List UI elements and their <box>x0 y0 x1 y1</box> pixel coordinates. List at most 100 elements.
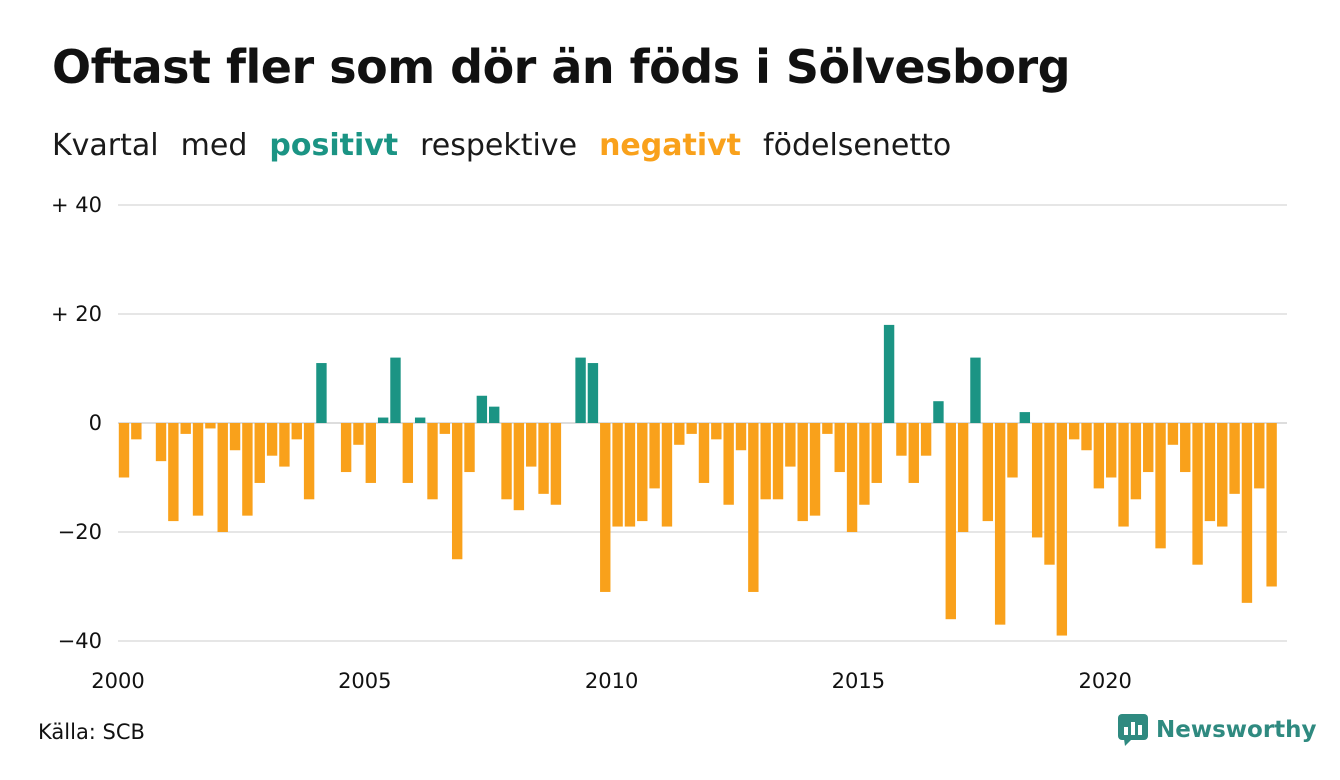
bar-31 <box>501 423 512 500</box>
bar-25 <box>427 423 438 500</box>
bar-66 <box>933 401 944 423</box>
bar-21 <box>377 417 389 423</box>
bar-38 <box>587 363 599 423</box>
bar-34 <box>538 423 549 494</box>
bar-23 <box>402 423 414 483</box>
bar-74 <box>1031 423 1043 538</box>
y-tick-label-1: + 20 <box>51 302 102 326</box>
bar-26 <box>439 423 451 434</box>
bar-68 <box>957 423 969 532</box>
bar-30 <box>489 406 500 423</box>
bar-11 <box>254 423 265 483</box>
bar-64 <box>908 423 919 483</box>
bar-81 <box>1118 423 1129 527</box>
bar-13 <box>279 423 290 467</box>
bar-86 <box>1180 423 1191 473</box>
bar-16 <box>316 363 327 423</box>
bar-82 <box>1130 423 1142 500</box>
bar-67 <box>945 423 956 620</box>
bar-12 <box>266 423 278 456</box>
bar-57 <box>822 423 833 434</box>
x-tick-label-1: 2005 <box>338 669 391 693</box>
bar-76 <box>1056 423 1068 636</box>
bar-61 <box>871 423 882 483</box>
bar-52 <box>760 423 771 500</box>
bar-80 <box>1106 423 1117 478</box>
y-tick-label-4: −40 <box>58 629 102 653</box>
bar-49 <box>723 423 734 505</box>
subtitle-word-kvartal: Kvartal <box>52 128 159 163</box>
bar-91 <box>1241 423 1253 603</box>
bar-40 <box>612 423 623 527</box>
x-tick-label-0: 2000 <box>91 669 144 693</box>
bar-56 <box>809 423 821 516</box>
subtitle-word-med: med <box>180 128 248 163</box>
bar-93 <box>1266 423 1277 587</box>
bar-27 <box>451 423 463 560</box>
bar-83 <box>1143 423 1154 473</box>
bar-22 <box>390 357 401 423</box>
bar-73 <box>1019 412 1031 423</box>
bar-15 <box>303 423 315 500</box>
chart-subtitle: Kvartal med positivt respektive negativt föde… <box>52 128 973 163</box>
bar-89 <box>1217 423 1228 527</box>
subtitle-positive-label: positivt <box>269 128 399 163</box>
bar-55 <box>797 423 808 522</box>
bar-46 <box>686 423 697 434</box>
bar-92 <box>1254 423 1265 489</box>
bar-44 <box>661 423 673 527</box>
subtitle-negative-label: negativt <box>599 128 742 163</box>
bar-28 <box>464 423 475 473</box>
chart-title: Oftast fler som dör än föds i Sölvesborg <box>52 40 1071 94</box>
bar-10 <box>242 423 253 516</box>
bar-0 <box>118 423 130 478</box>
bar-48 <box>711 423 722 440</box>
bar-72 <box>1007 423 1018 478</box>
bar-65 <box>920 423 932 456</box>
bar-90 <box>1229 423 1240 494</box>
bar-88 <box>1204 423 1216 522</box>
bar-35 <box>550 423 562 505</box>
x-tick-label-2: 2010 <box>585 669 638 693</box>
bar-19 <box>353 423 364 445</box>
bar-71 <box>994 423 1006 625</box>
bar-37 <box>575 357 586 423</box>
bar-84 <box>1155 423 1166 549</box>
bar-8 <box>217 423 228 532</box>
bar-4 <box>168 423 179 522</box>
brand-name: Newsworthy <box>1156 717 1317 743</box>
bar-47 <box>698 423 710 483</box>
x-tick-label-3: 2015 <box>832 669 885 693</box>
subtitle-word-respektive: respektive <box>420 128 578 163</box>
bar-39 <box>600 423 611 592</box>
bar-51 <box>748 423 759 592</box>
bar-32 <box>513 423 525 511</box>
source-note: Källa: SCB <box>38 720 145 744</box>
bar-5 <box>180 423 191 434</box>
subtitle-word-fodelsenetto: födelsenetto <box>763 128 952 163</box>
bar-59 <box>846 423 858 532</box>
y-tick-label-0: + 40 <box>51 193 102 217</box>
bar-7 <box>205 423 216 429</box>
bar-43 <box>649 423 660 489</box>
bar-53 <box>772 423 784 500</box>
bar-33 <box>526 423 537 467</box>
bar-69 <box>970 357 981 423</box>
bar-63 <box>896 423 907 456</box>
bar-79 <box>1093 423 1105 489</box>
bar-41 <box>624 423 636 527</box>
bar-6 <box>192 423 204 516</box>
x-tick-label-4: 2020 <box>1078 669 1131 693</box>
bar-60 <box>859 423 870 505</box>
bar-50 <box>735 423 747 451</box>
bar-18 <box>340 423 352 473</box>
bar-70 <box>982 423 993 522</box>
bar-87 <box>1192 423 1203 565</box>
bar-75 <box>1044 423 1055 565</box>
newsworthy-logo-icon <box>1118 714 1148 746</box>
brand-logo: Newsworthy <box>1118 714 1317 746</box>
bar-85 <box>1167 423 1179 445</box>
bar-9 <box>229 423 241 451</box>
bar-62 <box>883 324 895 423</box>
